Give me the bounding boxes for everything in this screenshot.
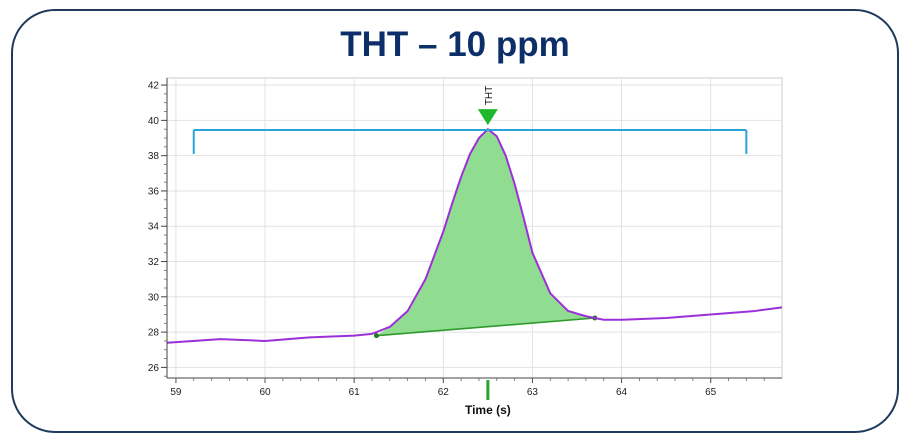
y-tick-label: 40: [148, 116, 160, 127]
axes: [161, 78, 782, 400]
peak-start-marker: [373, 333, 379, 339]
x-tick-label: 61: [349, 387, 361, 398]
y-tick-label: 30: [148, 292, 160, 303]
y-tick-label: 26: [148, 363, 160, 374]
integration-bracket: [192, 129, 748, 154]
peak-fill: [376, 129, 595, 336]
y-tick-label: 28: [148, 328, 160, 339]
x-tick-label: 63: [527, 387, 539, 398]
peak-name-label: THT: [484, 86, 495, 105]
y-tick-label: 42: [148, 81, 160, 92]
peak-apex-marker: [477, 109, 498, 126]
tick-labels: 26 28 30 32 34 36 38 40 42 59 60 61 62 63 64 65: [148, 81, 717, 398]
x-tick-label: 62: [438, 387, 450, 398]
x-tick-label: 64: [616, 387, 628, 398]
chart-title: THT – 10 ppm: [340, 25, 570, 64]
y-tick-label: 38: [148, 151, 160, 162]
peak-label-group: THT: [477, 86, 498, 126]
x-tick-label: 60: [259, 387, 271, 398]
y-tick-label: 34: [148, 222, 160, 233]
peak-baseline: [376, 317, 595, 337]
peak-area: [373, 129, 598, 339]
y-tick-label: 32: [148, 257, 160, 268]
gridlines: [167, 78, 782, 378]
x-tick-label: 65: [705, 387, 717, 398]
x-axis-label: Time (s): [465, 403, 511, 417]
x-tick-label: 59: [170, 387, 182, 398]
y-tick-label: 36: [148, 186, 160, 197]
